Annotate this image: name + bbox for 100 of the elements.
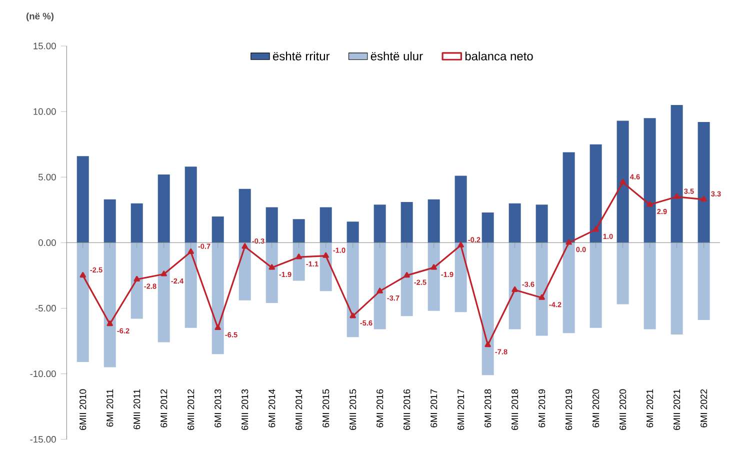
point xyxy=(214,324,221,330)
bar xyxy=(266,207,278,243)
bar xyxy=(562,242,575,334)
bar xyxy=(158,174,170,243)
legend-label: balanca neto xyxy=(465,52,533,60)
bar xyxy=(212,242,224,354)
bar xyxy=(184,166,197,243)
point xyxy=(160,270,167,276)
bar xyxy=(292,219,305,243)
point xyxy=(592,226,599,232)
bar xyxy=(616,120,629,243)
x-tick-label: 6MII 2015 xyxy=(350,389,356,430)
y-tick-label: 5.00 xyxy=(38,174,56,180)
x-tick-label: 6MII 2021 xyxy=(674,389,680,430)
bar xyxy=(184,242,197,328)
x-tick-label: 6MI 2022 xyxy=(700,389,708,428)
point xyxy=(106,320,113,326)
bar xyxy=(104,199,116,243)
bar xyxy=(644,118,656,243)
y-tick-label: 10.00 xyxy=(34,108,56,115)
bar xyxy=(616,242,629,304)
y-tick-label: -10.00 xyxy=(30,370,56,378)
bar xyxy=(428,242,440,311)
point xyxy=(134,276,140,282)
bar xyxy=(644,242,656,330)
bar xyxy=(292,242,305,281)
bar xyxy=(346,242,359,338)
x-tick-label: 6MII 2018 xyxy=(512,389,518,430)
point xyxy=(538,294,545,300)
point xyxy=(242,243,248,249)
bar xyxy=(670,105,683,243)
x-tick-label: 6MI 2018 xyxy=(484,389,492,428)
x-tick-label: 6MI 2021 xyxy=(646,389,654,428)
point xyxy=(322,252,329,258)
point xyxy=(268,264,275,270)
x-tick-label: 6MI 2016 xyxy=(376,389,384,428)
bar xyxy=(670,242,683,334)
bar xyxy=(374,204,386,243)
point xyxy=(620,178,626,184)
bar xyxy=(428,199,440,243)
bar xyxy=(76,242,89,362)
y-tick-label: 15.00 xyxy=(34,42,56,50)
bar xyxy=(400,202,413,243)
point xyxy=(566,239,572,245)
x-tick-label: 6MI 2015 xyxy=(322,389,330,428)
point xyxy=(512,286,518,292)
point xyxy=(458,242,464,248)
x-tick-label: 6MII 2013 xyxy=(242,389,248,430)
point xyxy=(430,264,437,270)
bar xyxy=(374,242,386,330)
point xyxy=(646,201,653,207)
bar xyxy=(508,203,521,243)
legend-label: është ulur xyxy=(370,52,423,60)
bar xyxy=(212,216,224,243)
bar xyxy=(320,207,332,243)
x-tick-label: 6MI 2014 xyxy=(268,389,276,428)
x-tick-label: 6MI 2017 xyxy=(430,389,438,428)
bar xyxy=(320,242,332,292)
bar xyxy=(536,204,548,243)
x-tick-label: 6MII 2012 xyxy=(188,389,194,430)
bar xyxy=(454,242,467,312)
bar xyxy=(698,122,710,243)
point xyxy=(404,272,410,278)
y-tick-label: 0.00 xyxy=(38,239,56,246)
point xyxy=(700,196,707,202)
x-tick-label: 6MI 2011 xyxy=(106,389,114,427)
bar xyxy=(590,144,602,243)
bar xyxy=(400,242,413,316)
x-tick-label: 6MII 2020 xyxy=(620,389,626,430)
bar xyxy=(130,242,143,319)
y-tick-label: -5.00 xyxy=(35,304,56,312)
x-tick-label: 6MII 2016 xyxy=(404,389,410,430)
bar xyxy=(590,242,602,328)
point xyxy=(296,254,302,260)
point xyxy=(188,248,194,254)
x-tick-label: 6MII 2014 xyxy=(296,389,302,430)
x-tick-label: 6MI 2019 xyxy=(538,389,546,428)
legend-label: është rritur xyxy=(272,52,330,60)
point xyxy=(80,272,86,278)
x-tick-label: 6MII 2019 xyxy=(566,389,572,430)
x-tick-label: 6MI 2020 xyxy=(592,389,600,428)
bar xyxy=(454,176,467,243)
bar xyxy=(346,222,359,243)
bar xyxy=(104,242,116,368)
x-tick-label: 6MII 2010 xyxy=(80,389,86,430)
y-tick-label: -15.00 xyxy=(30,436,56,443)
y-axis-title: (në %) xyxy=(26,12,54,22)
bar xyxy=(562,152,575,243)
x-tick-label: 6MI 2012 xyxy=(160,389,168,428)
x-tick-label: 6MII 2017 xyxy=(458,389,464,430)
point xyxy=(674,193,680,199)
bar xyxy=(536,242,548,336)
x-tick-label: 6MII 2011 xyxy=(134,389,140,430)
bar xyxy=(158,242,170,342)
bar xyxy=(76,156,89,243)
bar xyxy=(698,242,710,320)
bar xyxy=(238,242,251,300)
point xyxy=(376,288,383,294)
bar xyxy=(238,188,251,243)
bar xyxy=(482,242,494,376)
